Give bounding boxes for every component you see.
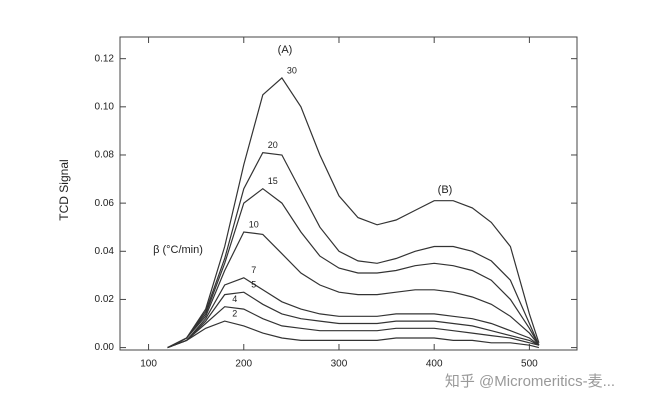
series-label: 10 xyxy=(249,219,259,229)
y-tick-label: 0.08 xyxy=(95,150,115,161)
plot-frame xyxy=(119,36,578,351)
series-label: 5 xyxy=(251,280,256,290)
x-tick-label: 500 xyxy=(521,359,538,370)
series-label: 20 xyxy=(268,140,278,150)
series-label: 15 xyxy=(268,176,278,186)
y-axis-label: TCD Signal xyxy=(57,159,71,220)
series-label: 2 xyxy=(232,308,237,318)
series-line xyxy=(167,277,540,349)
y-tick-label: 0.04 xyxy=(95,246,115,257)
y-tick-label: 0.06 xyxy=(95,198,115,209)
x-tick-label: 200 xyxy=(235,359,252,370)
series-line xyxy=(167,151,540,349)
y-tick-label: 0.00 xyxy=(95,342,115,353)
x-tick-label: 400 xyxy=(426,359,443,370)
series-line xyxy=(167,320,540,349)
series-line xyxy=(167,187,540,349)
annotation: (A) xyxy=(278,44,293,56)
annotation: β (°C/min) xyxy=(153,244,203,256)
series-line xyxy=(167,306,540,349)
annotation: (B) xyxy=(438,184,453,196)
y-tick-label: 0.02 xyxy=(95,294,115,305)
series-line xyxy=(167,231,540,349)
series-label: 30 xyxy=(287,65,297,75)
x-tick-label: 300 xyxy=(331,359,348,370)
y-tick-label: 0.10 xyxy=(95,101,115,112)
x-tick-label: 100 xyxy=(140,359,157,370)
series-label: 4 xyxy=(232,294,237,304)
watermark: 知乎 @Micromeritics-麦... xyxy=(445,373,615,390)
series-line xyxy=(167,291,540,349)
series-line xyxy=(167,76,540,349)
series-label: 7 xyxy=(251,265,256,275)
y-tick-label: 0.12 xyxy=(95,53,115,64)
